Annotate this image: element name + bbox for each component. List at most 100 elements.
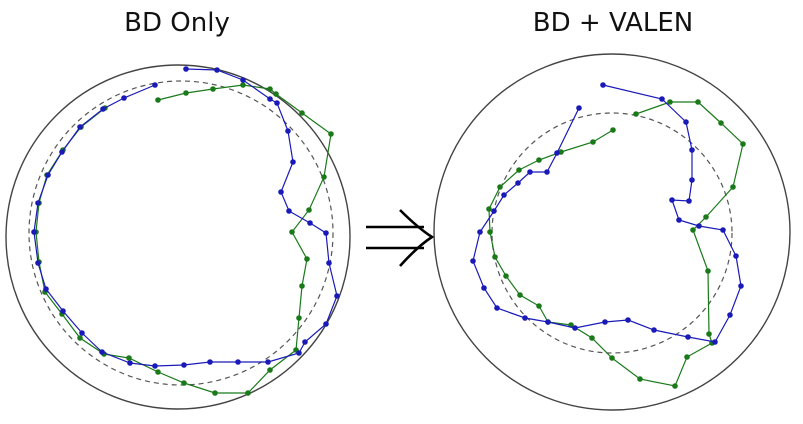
blue-left-point-4 xyxy=(274,100,280,106)
green-left-point-8 xyxy=(321,174,327,180)
blue-right-point-28 xyxy=(527,169,533,175)
green-right-point-19 xyxy=(517,292,523,298)
green-left-point-10 xyxy=(289,229,295,235)
green-trajectory-right xyxy=(486,99,746,389)
blue-right-point-24 xyxy=(477,229,483,235)
blue-right-point-16 xyxy=(625,317,631,323)
blue-right-point-30 xyxy=(554,150,560,156)
green-left-point-0 xyxy=(155,97,161,103)
green-left-point-13 xyxy=(296,315,302,321)
blue-left-point-25 xyxy=(43,286,49,292)
green-right-point-23 xyxy=(486,206,492,212)
blue-left-point-27 xyxy=(31,229,37,235)
green-left-point-20 xyxy=(126,355,132,361)
blue-right-point-31 xyxy=(576,105,582,111)
green-right-point-21 xyxy=(492,254,498,260)
blue-left-point-13 xyxy=(323,321,329,327)
blue-right-point-10 xyxy=(733,253,739,259)
blue-left-point-1 xyxy=(214,67,220,73)
green-right-point-9 xyxy=(706,331,712,337)
green-right-point-2 xyxy=(695,99,701,105)
green-right-point-25 xyxy=(516,167,522,173)
blue-right-point-26 xyxy=(501,192,507,198)
blue-left-point-26 xyxy=(35,260,41,266)
blue-left-point-15 xyxy=(296,350,302,356)
blue-left-path xyxy=(33,68,338,367)
blue-right-point-17 xyxy=(602,319,608,325)
reference-dashed-circle-right xyxy=(491,112,733,354)
blue-right-point-23 xyxy=(470,258,476,264)
panel-title-bd-only: BD Only xyxy=(124,8,230,38)
green-right-point-6 xyxy=(703,214,709,220)
green-trajectory-left xyxy=(33,82,334,396)
green-left-point-18 xyxy=(181,380,187,386)
blue-left-point-10 xyxy=(323,230,329,236)
green-right-point-18 xyxy=(536,303,542,309)
blue-right-point-0 xyxy=(600,82,606,88)
panel-title-bd-valen: BD + VALEN xyxy=(532,8,694,38)
blue-left-point-20 xyxy=(152,363,158,369)
blue-left-point-24 xyxy=(60,308,66,314)
green-left-point-1 xyxy=(183,90,189,96)
double-arrow xyxy=(366,209,435,267)
blue-left-point-17 xyxy=(235,359,241,365)
blue-left-point-21 xyxy=(127,360,133,366)
blue-right-point-21 xyxy=(494,305,500,311)
green-left-path xyxy=(35,84,332,394)
blue-right-point-3 xyxy=(689,147,695,153)
green-left-point-9 xyxy=(306,207,312,213)
blue-right-point-5 xyxy=(686,198,692,204)
blue-left-point-5 xyxy=(285,128,291,134)
blue-left-point-0 xyxy=(183,66,189,72)
green-right-path xyxy=(488,101,744,387)
blue-left-point-6 xyxy=(290,159,296,165)
green-left-point-2 xyxy=(210,86,216,92)
reference-dashed-circle-left xyxy=(28,80,334,386)
blue-right-point-29 xyxy=(544,169,550,175)
green-left-point-12 xyxy=(299,283,305,289)
blue-right-point-18 xyxy=(572,325,578,331)
blue-left-point-8 xyxy=(286,208,292,214)
blue-left-point-3 xyxy=(267,96,273,102)
blue-left-point-19 xyxy=(181,362,187,368)
green-right-point-14 xyxy=(609,355,615,361)
blue-trajectory-right xyxy=(470,82,744,345)
green-right-point-1 xyxy=(667,99,673,105)
blue-right-point-22 xyxy=(481,285,487,291)
green-left-point-15 xyxy=(267,367,273,373)
blue-left-point-14 xyxy=(302,339,308,345)
blue-right-point-9 xyxy=(720,227,726,233)
blue-right-point-6 xyxy=(669,197,675,203)
blue-right-point-8 xyxy=(696,223,702,229)
blue-right-point-19 xyxy=(545,319,551,325)
blue-right-point-27 xyxy=(515,180,521,186)
green-left-point-22 xyxy=(77,335,83,341)
green-right-point-5 xyxy=(730,184,736,190)
blue-left-point-9 xyxy=(307,220,313,226)
blue-left-point-31 xyxy=(77,124,83,130)
green-left-point-4 xyxy=(267,86,273,92)
green-right-point-29 xyxy=(610,127,616,133)
blue-right-point-14 xyxy=(685,334,691,340)
green-left-point-19 xyxy=(155,369,161,375)
green-left-point-17 xyxy=(212,390,218,396)
blue-right-point-1 xyxy=(659,96,665,102)
green-right-point-15 xyxy=(589,335,595,341)
blue-right-point-12 xyxy=(727,312,733,318)
blue-right-point-11 xyxy=(738,283,744,289)
blue-right-path xyxy=(472,84,742,343)
green-right-point-24 xyxy=(497,184,503,190)
blue-left-point-33 xyxy=(121,95,127,101)
blue-left-point-30 xyxy=(59,149,65,155)
panel-bd-only xyxy=(5,64,351,410)
blue-right-point-15 xyxy=(651,327,657,333)
blue-right-point-4 xyxy=(689,177,695,183)
blue-left-point-32 xyxy=(100,106,106,112)
green-right-point-0 xyxy=(633,111,639,117)
green-right-point-12 xyxy=(672,383,678,389)
blue-right-point-25 xyxy=(491,208,497,214)
green-right-point-8 xyxy=(705,268,711,274)
outer-boundary-circle-left xyxy=(5,64,351,410)
blue-left-point-2 xyxy=(240,77,246,83)
